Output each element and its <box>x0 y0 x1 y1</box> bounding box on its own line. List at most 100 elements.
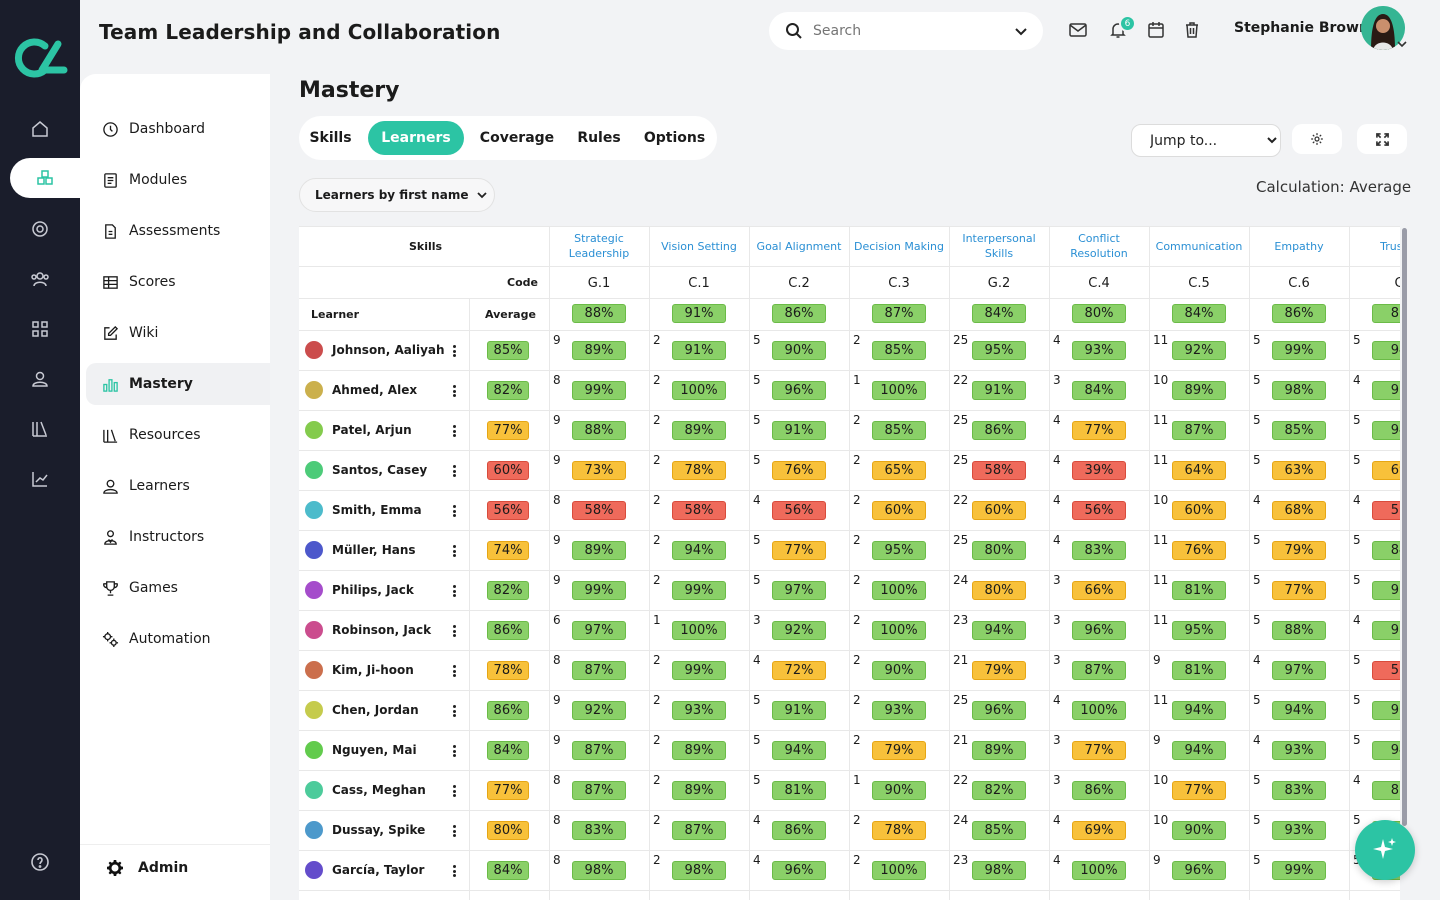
group-icon[interactable] <box>0 259 80 299</box>
mastery-badge[interactable]: 93% <box>872 701 926 720</box>
mastery-badge[interactable]: 96 <box>1372 701 1400 720</box>
mastery-badge[interactable]: 99% <box>672 661 726 680</box>
mastery-badge[interactable]: 56% <box>772 501 826 520</box>
mastery-badge[interactable]: 58% <box>672 501 726 520</box>
mastery-badge[interactable]: 83% <box>1072 541 1126 560</box>
mastery-badge[interactable]: 90% <box>872 661 926 680</box>
mastery-badge[interactable]: 92% <box>772 621 826 640</box>
chevron-down-icon[interactable] <box>1396 38 1408 50</box>
mastery-badge[interactable]: 86% <box>772 821 826 840</box>
jump-to-select[interactable]: Jump to... <box>1131 124 1281 157</box>
mastery-badge[interactable]: 89% <box>972 741 1026 760</box>
mastery-badge[interactable]: 86% <box>972 421 1026 440</box>
ai-assistant-button[interactable] <box>1355 820 1415 880</box>
mastery-badge[interactable]: 86% <box>1072 781 1126 800</box>
learner-name-link[interactable]: Santos, Casey <box>332 463 428 477</box>
analytics-icon[interactable] <box>0 459 80 499</box>
mastery-badge[interactable]: 97% <box>772 581 826 600</box>
mastery-badge[interactable]: 91% <box>772 421 826 440</box>
mastery-badge[interactable]: 77% <box>1172 781 1226 800</box>
mastery-badge[interactable]: 89% <box>672 421 726 440</box>
mastery-badge[interactable]: 93% <box>1272 741 1326 760</box>
skill-header-link[interactable]: Goal Alignment <box>756 239 842 253</box>
mastery-badge[interactable]: 76% <box>1172 541 1226 560</box>
mastery-badge[interactable]: 95 <box>1372 581 1400 600</box>
sidebar-item-wiki[interactable]: Wiki <box>80 312 270 354</box>
mastery-badge[interactable]: 94% <box>672 541 726 560</box>
mastery-badge[interactable]: 93 <box>1372 381 1400 400</box>
learner-name-link[interactable]: Dussay, Spike <box>332 823 426 837</box>
learner-name-link[interactable]: Ahmed, Alex <box>332 383 418 397</box>
mastery-badge[interactable]: 90% <box>772 341 826 360</box>
mastery-badge[interactable]: 88% <box>1272 621 1326 640</box>
mastery-badge[interactable]: 97% <box>1272 661 1326 680</box>
mastery-badge[interactable]: 87% <box>672 821 726 840</box>
mastery-badge[interactable]: 91% <box>772 701 826 720</box>
skill-header-link[interactable]: Communication <box>1155 239 1243 253</box>
mastery-badge[interactable]: 69% <box>1072 821 1126 840</box>
mastery-badge[interactable]: 93% <box>1072 341 1126 360</box>
mastery-badge[interactable]: 81% <box>1172 581 1226 600</box>
mastery-badge[interactable]: 79% <box>972 661 1026 680</box>
table-scrollbar[interactable] <box>1402 228 1407 826</box>
row-menu-button[interactable] <box>449 703 459 719</box>
skill-header-link[interactable]: Conflict Resolution <box>1070 232 1128 260</box>
sidebar-item-dashboard[interactable]: Dashboard <box>80 108 270 150</box>
learner-name-link[interactable]: Smith, Emma <box>332 503 422 517</box>
mastery-badge[interactable]: 82% <box>972 781 1026 800</box>
mastery-badge[interactable]: 72% <box>772 661 826 680</box>
mastery-badge[interactable]: 78% <box>872 821 926 840</box>
grid-icon[interactable] <box>0 309 80 349</box>
skill-header-link[interactable]: Empathy <box>1274 239 1324 253</box>
mastery-badge[interactable]: 96% <box>772 861 826 880</box>
mastery-badge[interactable]: 69 <box>1372 461 1400 480</box>
sidebar-item-resources[interactable]: Resources <box>80 414 270 456</box>
mastery-badge[interactable]: 89% <box>1172 381 1226 400</box>
learner-name-link[interactable]: Kim, Ji-hoon <box>332 663 414 677</box>
mastery-badge[interactable]: 84 <box>1372 541 1400 560</box>
mastery-badge[interactable]: 77% <box>772 541 826 560</box>
mastery-badge[interactable]: 39% <box>1072 461 1126 480</box>
admin-button[interactable]: Admin <box>80 844 270 890</box>
row-menu-button[interactable] <box>449 823 459 839</box>
mastery-badge[interactable]: 89% <box>672 781 726 800</box>
mastery-badge[interactable]: 87% <box>572 781 626 800</box>
tab-coverage[interactable]: Coverage <box>479 130 555 146</box>
mastery-badge[interactable]: 79% <box>872 741 926 760</box>
sidebar-item-games[interactable]: Games <box>80 567 270 609</box>
mastery-badge[interactable]: 94 <box>1372 421 1400 440</box>
mastery-badge[interactable]: 89% <box>672 741 726 760</box>
skill-header-link[interactable]: Decision Making <box>854 239 944 253</box>
mastery-badge[interactable]: 60% <box>972 501 1026 520</box>
mastery-badge[interactable]: 100% <box>1072 701 1126 720</box>
mastery-badge[interactable]: 98 <box>1372 621 1400 640</box>
learner-name-link[interactable]: Cass, Meghan <box>332 783 426 797</box>
mastery-badge[interactable]: 93% <box>672 701 726 720</box>
learner-name-link[interactable]: Patel, Arjun <box>332 423 412 437</box>
mastery-badge[interactable]: 81% <box>1172 661 1226 680</box>
mastery-badge[interactable]: 90% <box>1172 821 1226 840</box>
mastery-badge[interactable]: 85% <box>872 421 926 440</box>
mastery-badge[interactable]: 89% <box>572 541 626 560</box>
mastery-badge[interactable]: 100% <box>872 621 926 640</box>
mastery-badge[interactable]: 85% <box>1272 421 1326 440</box>
mastery-badge[interactable]: 98% <box>972 861 1026 880</box>
sidebar-item-modules[interactable]: Modules <box>80 159 270 201</box>
user-icon[interactable] <box>0 359 80 399</box>
sidebar-item-scores[interactable]: Scores <box>80 261 270 303</box>
mastery-badge[interactable]: 64% <box>1172 461 1226 480</box>
mastery-badge[interactable]: 94% <box>1272 701 1326 720</box>
mastery-badge[interactable]: 66% <box>1072 581 1126 600</box>
search-dropdown-button[interactable] <box>1009 19 1033 43</box>
mastery-badge[interactable]: 92% <box>572 701 626 720</box>
tab-skills[interactable]: Skills <box>309 130 352 146</box>
skill-header-link[interactable]: Strategic Leadership <box>568 232 630 260</box>
search-box[interactable] <box>769 12 1043 50</box>
mastery-badge[interactable]: 93% <box>1272 821 1326 840</box>
mastery-badge[interactable]: 90% <box>872 781 926 800</box>
mastery-badge[interactable]: 94% <box>1172 741 1226 760</box>
mastery-badge[interactable]: 96% <box>1072 621 1126 640</box>
learner-name-link[interactable]: Nguyen, Mai <box>332 743 417 757</box>
mastery-badge[interactable]: 96% <box>1172 861 1226 880</box>
mastery-badge[interactable]: 57 <box>1372 501 1400 520</box>
